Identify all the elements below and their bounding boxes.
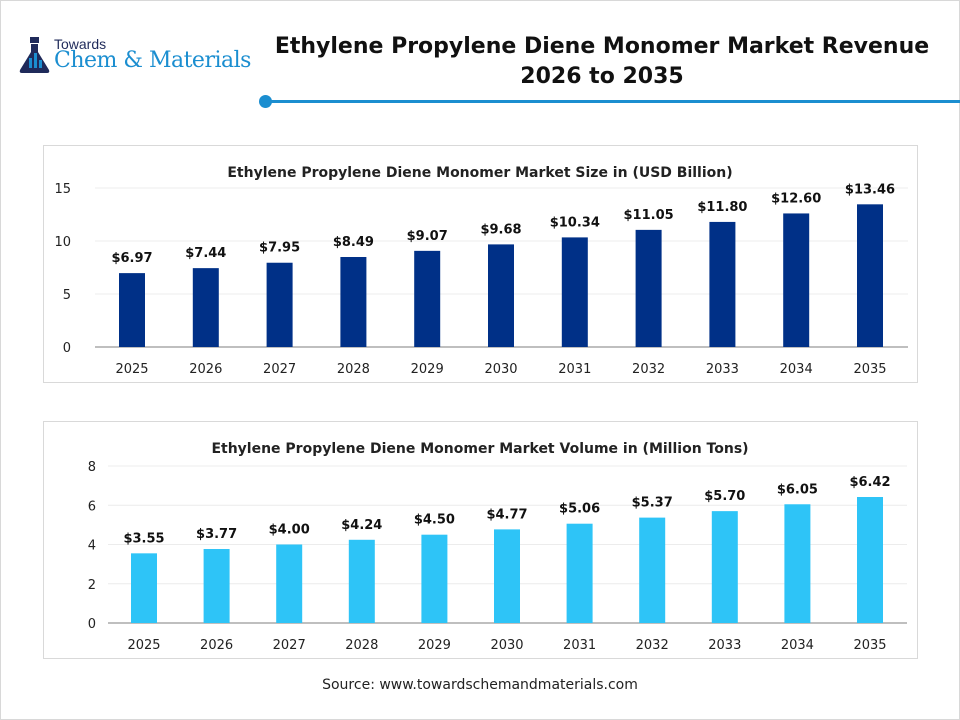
bar [561, 237, 588, 347]
chart-title: Ethylene Propylene Diene Monomer Market … [227, 165, 732, 181]
data-label: $4.24 [341, 518, 382, 533]
data-label: $9.68 [480, 222, 521, 237]
bar [348, 539, 375, 623]
bar [857, 497, 883, 623]
data-label: $6.97 [111, 251, 152, 266]
data-label: $12.60 [771, 191, 821, 206]
y-tick-label: 0 [63, 341, 71, 356]
data-label: $11.80 [697, 200, 747, 215]
bar [494, 529, 520, 623]
x-tick-label: 2032 [632, 362, 665, 377]
data-label: $5.06 [559, 502, 600, 517]
bar [784, 504, 811, 623]
x-tick-label: 2034 [781, 638, 814, 653]
y-tick-label: 6 [88, 499, 96, 514]
x-tick-label: 2030 [490, 638, 523, 653]
data-label: $4.00 [269, 523, 310, 538]
x-tick-label: 2026 [200, 638, 233, 653]
x-tick-label: 2027 [263, 362, 296, 377]
data-label: $3.77 [196, 527, 237, 542]
y-tick-label: 5 [63, 288, 71, 303]
x-tick-label: 2033 [708, 638, 741, 653]
x-tick-label: 2027 [273, 638, 306, 653]
bar [639, 517, 666, 623]
data-label: $7.95 [259, 241, 300, 256]
page-title: Ethylene Propylene Diene Monomer Market … [262, 32, 942, 92]
title-rule-dot [259, 95, 272, 108]
bar [192, 268, 219, 347]
source-text: Source: www.towardschemandmaterials.com [322, 677, 638, 693]
x-tick-label: 2031 [563, 638, 596, 653]
title-line1: Ethylene Propylene Diene Monomer Market … [274, 34, 930, 59]
x-tick-label: 2029 [411, 362, 444, 377]
x-tick-label: 2028 [345, 638, 378, 653]
data-label: $7.44 [185, 246, 226, 261]
title-line2: 2026 to 2035 [520, 64, 684, 89]
y-tick-label: 10 [54, 235, 71, 250]
x-tick-label: 2032 [636, 638, 669, 653]
data-label: $5.37 [632, 496, 673, 511]
data-label: $8.49 [333, 235, 374, 250]
chart-svg-volume: Ethylene Propylene Diene Monomer Market … [88, 441, 907, 653]
data-label: $5.70 [704, 489, 745, 504]
brand-line1: Towards [54, 36, 107, 52]
x-tick-label: 2025 [115, 362, 148, 377]
data-label: $6.05 [777, 482, 818, 497]
chart-title: Ethylene Propylene Diene Monomer Market … [211, 441, 748, 457]
x-tick-label: 2035 [853, 362, 886, 377]
bar [421, 534, 448, 623]
data-label: $13.46 [845, 182, 895, 197]
chart-market-size: Ethylene Propylene Diene Monomer Market … [43, 145, 918, 383]
data-label: $6.42 [849, 475, 890, 490]
flask-icon [19, 37, 50, 73]
bar [709, 221, 736, 347]
data-label: $9.07 [407, 229, 448, 244]
title-rule [266, 100, 960, 103]
x-tick-label: 2026 [189, 362, 222, 377]
x-tick-label: 2031 [558, 362, 591, 377]
y-tick-label: 2 [88, 578, 96, 593]
x-tick-label: 2025 [127, 638, 160, 653]
x-tick-label: 2030 [484, 362, 517, 377]
data-label: $11.05 [624, 208, 674, 223]
x-tick-label: 2034 [780, 362, 813, 377]
chart-svg-size: Ethylene Propylene Diene Monomer Market … [54, 165, 908, 377]
bar [783, 213, 810, 347]
x-tick-label: 2029 [418, 638, 451, 653]
bar [276, 544, 303, 623]
x-tick-label: 2035 [853, 638, 886, 653]
y-tick-label: 0 [88, 617, 96, 632]
bar [340, 257, 367, 347]
bar [414, 250, 441, 347]
bar [131, 553, 157, 623]
bar [711, 511, 738, 623]
bar [203, 549, 230, 623]
bar [857, 204, 883, 347]
brand-line2: Chem & Materials [54, 48, 251, 73]
data-label: $4.50 [414, 513, 455, 528]
bar [566, 523, 593, 623]
x-tick-label: 2033 [706, 362, 739, 377]
bar [119, 273, 145, 347]
bar [488, 244, 514, 347]
data-label: $10.34 [550, 215, 600, 230]
bar [635, 229, 662, 347]
y-tick-label: 8 [88, 460, 96, 475]
y-tick-label: 15 [54, 182, 71, 197]
chart-market-volume: Ethylene Propylene Diene Monomer Market … [43, 421, 918, 659]
data-label: $3.55 [123, 531, 164, 546]
data-label: $4.77 [486, 507, 527, 522]
x-tick-label: 2028 [337, 362, 370, 377]
bar [266, 262, 293, 347]
y-tick-label: 4 [88, 539, 96, 554]
